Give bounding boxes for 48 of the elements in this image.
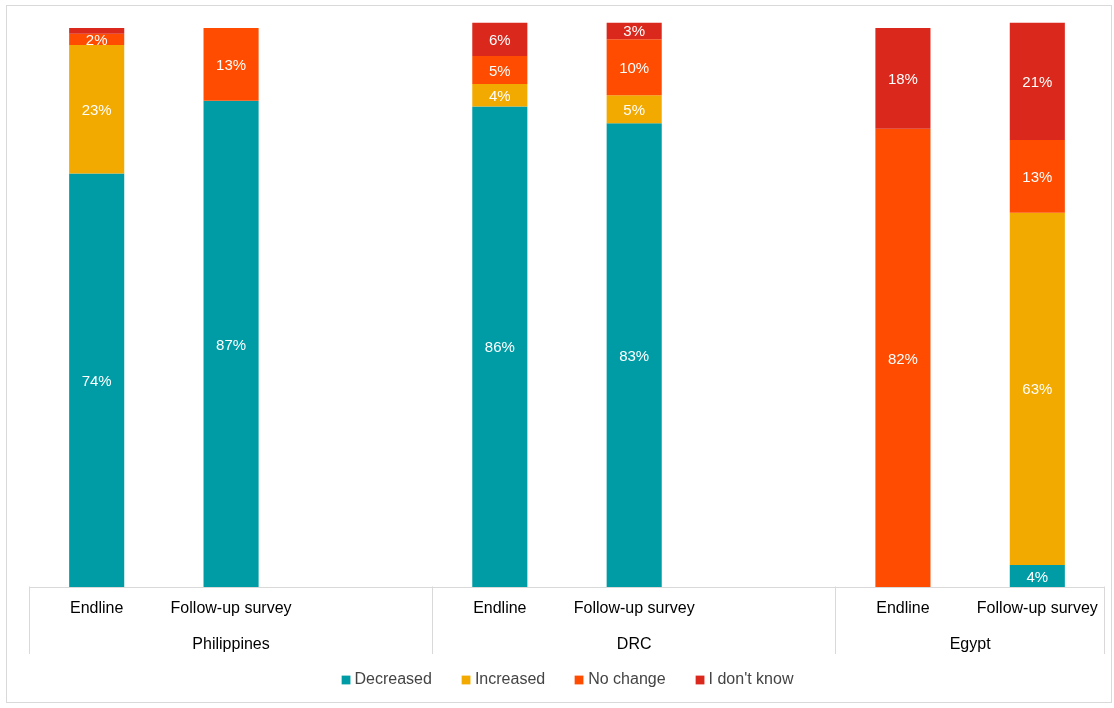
x-tick-label: Endline [473, 598, 527, 616]
data-label: 82% [887, 349, 918, 367]
bar [875, 128, 931, 588]
data-label: 10% [619, 58, 650, 76]
bar [203, 28, 259, 101]
bar [472, 56, 528, 85]
legend-label: No change [588, 670, 666, 688]
legend-label: Increased [474, 670, 546, 688]
bar [875, 28, 931, 129]
data-label: 18% [887, 69, 918, 87]
bar [69, 44, 125, 174]
data-label: 86% [484, 338, 515, 356]
bar [1009, 212, 1065, 566]
bar [69, 173, 125, 588]
bar [606, 123, 662, 588]
bar [472, 106, 528, 588]
data-label: 83% [619, 346, 650, 364]
legend-label: I don't know [708, 670, 794, 688]
text: DRC [616, 634, 652, 652]
bar [69, 28, 125, 34]
data-label: 87% [216, 335, 247, 353]
data-label: 2% [85, 30, 108, 48]
data-label: 6% [488, 30, 511, 48]
data-label: 63% [1022, 380, 1053, 398]
data-label: 3% [623, 22, 646, 40]
text: Egypt [949, 634, 992, 652]
data-label: 74% [81, 372, 112, 390]
x-tick-label: Endline [70, 598, 124, 616]
bar [606, 39, 662, 96]
data-label: 5% [488, 61, 511, 79]
text: Philippines [192, 634, 270, 652]
legend-label: Decreased [354, 670, 432, 688]
data-label: 5% [623, 100, 646, 118]
data-label: 13% [216, 55, 247, 73]
bar [1009, 22, 1065, 140]
data-label: 23% [81, 100, 112, 118]
bar [472, 22, 528, 57]
x-tick-label: Follow-up survey [976, 598, 1098, 616]
data-label: 4% [1026, 567, 1049, 585]
data-label: 21% [1022, 72, 1053, 90]
data-label: 13% [1022, 167, 1053, 185]
x-tick-label: Endline [876, 598, 930, 616]
bar [1009, 139, 1065, 213]
x-tick-label: Follow-up survey [573, 598, 695, 616]
bar [606, 95, 662, 124]
data-label: 4% [488, 86, 511, 104]
bar [203, 100, 259, 588]
x-tick-label: Follow-up survey [170, 598, 292, 616]
